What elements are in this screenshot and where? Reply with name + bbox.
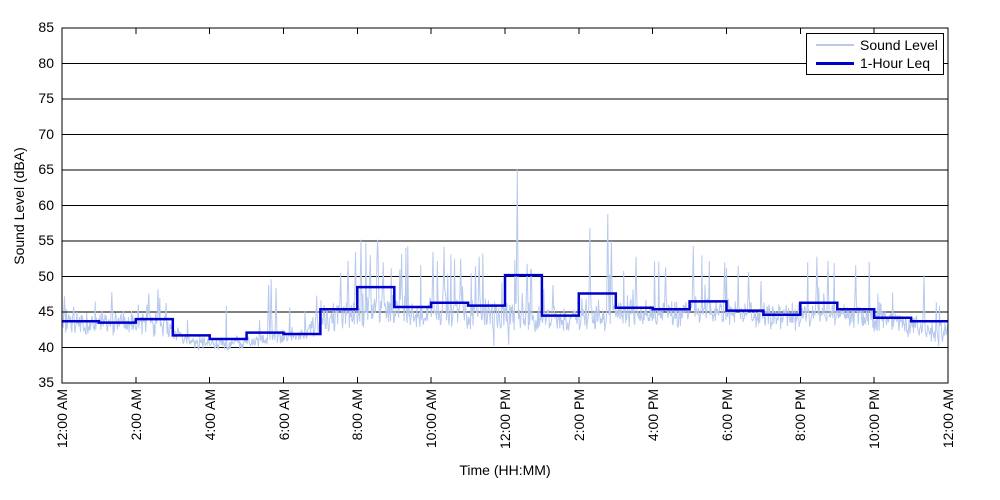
x-tick-label: 6:00 AM bbox=[275, 389, 292, 441]
x-tick-label: 8:00 AM bbox=[349, 389, 366, 441]
sound-level-trace bbox=[61, 168, 948, 351]
y-tick-label: 70 bbox=[38, 125, 54, 142]
legend-entry-1-hour-leq: 1-Hour Leq bbox=[816, 55, 943, 71]
legend: Sound Level 1-Hour Leq bbox=[806, 33, 944, 75]
x-tick-label: 12:00 PM bbox=[497, 389, 513, 449]
x-tick-label: 8:00 PM bbox=[792, 389, 809, 442]
y-tick-label: 80 bbox=[38, 54, 54, 71]
y-tick-label: 40 bbox=[38, 338, 54, 355]
x-tick-label: 2:00 AM bbox=[127, 389, 144, 441]
x-tick-label: 2:00 PM bbox=[570, 389, 587, 442]
x-tick-label: 6:00 PM bbox=[718, 389, 735, 442]
y-tick-label: 55 bbox=[38, 232, 54, 248]
legend-label-1-hour-leq: 1-Hour Leq bbox=[860, 55, 931, 72]
y-tick-label: 45 bbox=[38, 303, 54, 319]
legend-label-sound-level: Sound Level bbox=[860, 36, 938, 53]
y-tick-label: 85 bbox=[38, 19, 54, 35]
y-tick-label: 60 bbox=[38, 196, 54, 213]
grid-lines bbox=[62, 63, 948, 348]
x-tick-label: 10:00 PM bbox=[866, 389, 883, 449]
leq-line-sample bbox=[816, 61, 854, 65]
y-tick-label: 75 bbox=[38, 90, 54, 106]
plot-area bbox=[61, 27, 949, 384]
x-tick-label: 12:00 AM bbox=[54, 389, 70, 449]
x-tick-label: 4:00 PM bbox=[644, 389, 661, 442]
y-tick-label: 65 bbox=[38, 161, 54, 177]
x-tick-label: 12:00 AM bbox=[940, 389, 956, 449]
legend-entry-sound-level: Sound Level bbox=[816, 37, 943, 53]
sound-level-line-sample bbox=[816, 43, 854, 46]
x-tick-label: 10:00 AM bbox=[423, 389, 440, 449]
y-tick-label: 35 bbox=[38, 374, 54, 390]
leq-step-line bbox=[62, 273, 948, 341]
plot-border bbox=[61, 27, 949, 384]
x-axis-title: Time (HH:MM) bbox=[459, 462, 551, 478]
x-tick-label: 4:00 AM bbox=[201, 389, 218, 441]
y-tick-label: 50 bbox=[38, 267, 54, 284]
y-axis-title: Sound Level (dBA) bbox=[11, 147, 27, 265]
